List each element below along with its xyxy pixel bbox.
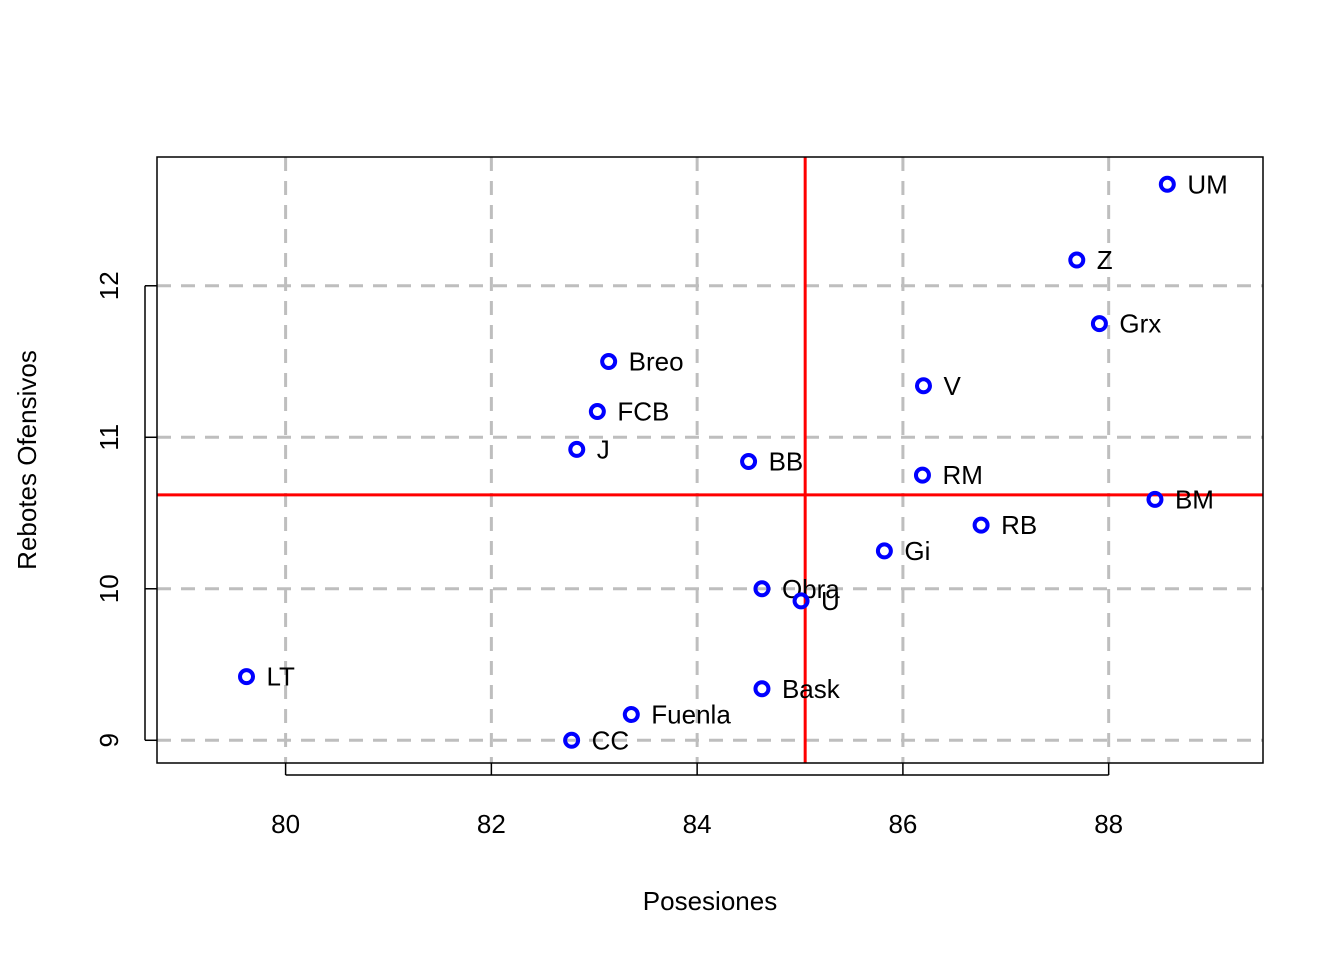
- data-point: [1068, 251, 1086, 269]
- data-point: [622, 706, 640, 724]
- x-tick-label: 80: [271, 809, 300, 839]
- data-point: [588, 403, 606, 421]
- point-label: BM: [1175, 484, 1214, 514]
- point-label: Grx: [1119, 309, 1161, 339]
- data-point: [1158, 175, 1176, 193]
- x-tick-label: 88: [1094, 809, 1123, 839]
- x-tick-label: 86: [888, 809, 917, 839]
- point-label: Z: [1097, 245, 1113, 275]
- data-point: [792, 592, 810, 610]
- y-tick-label: 11: [94, 424, 124, 451]
- data-point: [740, 453, 758, 471]
- data-point: [600, 353, 618, 371]
- point-label: Fuenla: [651, 700, 731, 730]
- y-axis-title: Rebotes Ofensivos: [12, 350, 42, 570]
- data-point: [563, 731, 581, 749]
- point-label: V: [943, 371, 961, 401]
- data-point: [875, 542, 893, 560]
- point-label: RM: [942, 460, 982, 490]
- point-label: FCB: [617, 397, 669, 427]
- data-point: [238, 668, 256, 686]
- point-label: U: [821, 586, 840, 616]
- x-axis-title: Posesiones: [643, 886, 777, 916]
- axes: 80 82 84 86 88 9 10 11 12: [94, 271, 1123, 839]
- point-label: UM: [1187, 169, 1227, 199]
- point-label: Breo: [629, 347, 684, 377]
- reference-lines: [157, 157, 1263, 763]
- point-label: Gi: [904, 536, 930, 566]
- plot-frame: [156, 156, 1264, 764]
- data-point: [972, 516, 990, 534]
- y-tick-label: 9: [94, 733, 124, 747]
- point-label: BB: [769, 447, 804, 477]
- point-label: LT: [267, 662, 296, 692]
- x-tick-label: 84: [683, 809, 712, 839]
- point-label: CC: [592, 725, 630, 755]
- point-label: J: [597, 434, 610, 464]
- data-point: [568, 440, 586, 458]
- point-label: Bask: [782, 674, 841, 704]
- data-point: [1090, 315, 1108, 333]
- grid-lines: [157, 157, 1263, 763]
- x-tick-label: 82: [477, 809, 506, 839]
- data-point: [913, 466, 931, 484]
- point-label: Obra: [782, 574, 840, 604]
- y-tick-label: 10: [94, 574, 124, 603]
- point-label: RB: [1001, 510, 1037, 540]
- data-point: [914, 377, 932, 395]
- data-point: [1146, 490, 1164, 508]
- data-point: [753, 680, 771, 698]
- y-tick-label: 12: [94, 271, 124, 300]
- data-point: [753, 580, 771, 598]
